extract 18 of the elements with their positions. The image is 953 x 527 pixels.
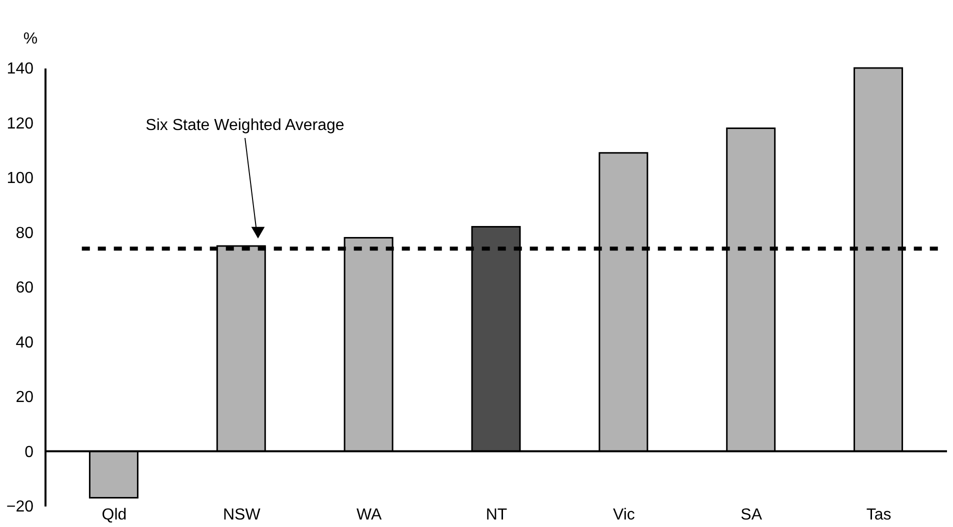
y-axis-title: % (23, 30, 38, 48)
x-tick-label: Tas (866, 506, 892, 524)
y-tick-label: 20 (16, 389, 34, 406)
x-tick-label: SA (740, 506, 762, 524)
y-tick-label: 80 (16, 224, 34, 242)
y-tick-label: 40 (16, 334, 34, 352)
x-tick-label: NSW (222, 506, 262, 524)
x-tick-label: Qld (102, 506, 127, 524)
x-tick-label: NT (486, 506, 508, 524)
y-tick-label: 0 (24, 444, 34, 461)
y-tick-label: 140 (6, 60, 34, 78)
y-tick-label: 60 (16, 280, 34, 296)
x-tick-label: WA (356, 506, 382, 524)
y-tick-label: −20 (6, 498, 34, 516)
annotation: Six State Weighted Average (146, 117, 344, 134)
y-tick-label: 100 (6, 170, 34, 187)
x-tick-label: Vic (612, 506, 635, 524)
y-tick-label: 120 (6, 115, 34, 132)
